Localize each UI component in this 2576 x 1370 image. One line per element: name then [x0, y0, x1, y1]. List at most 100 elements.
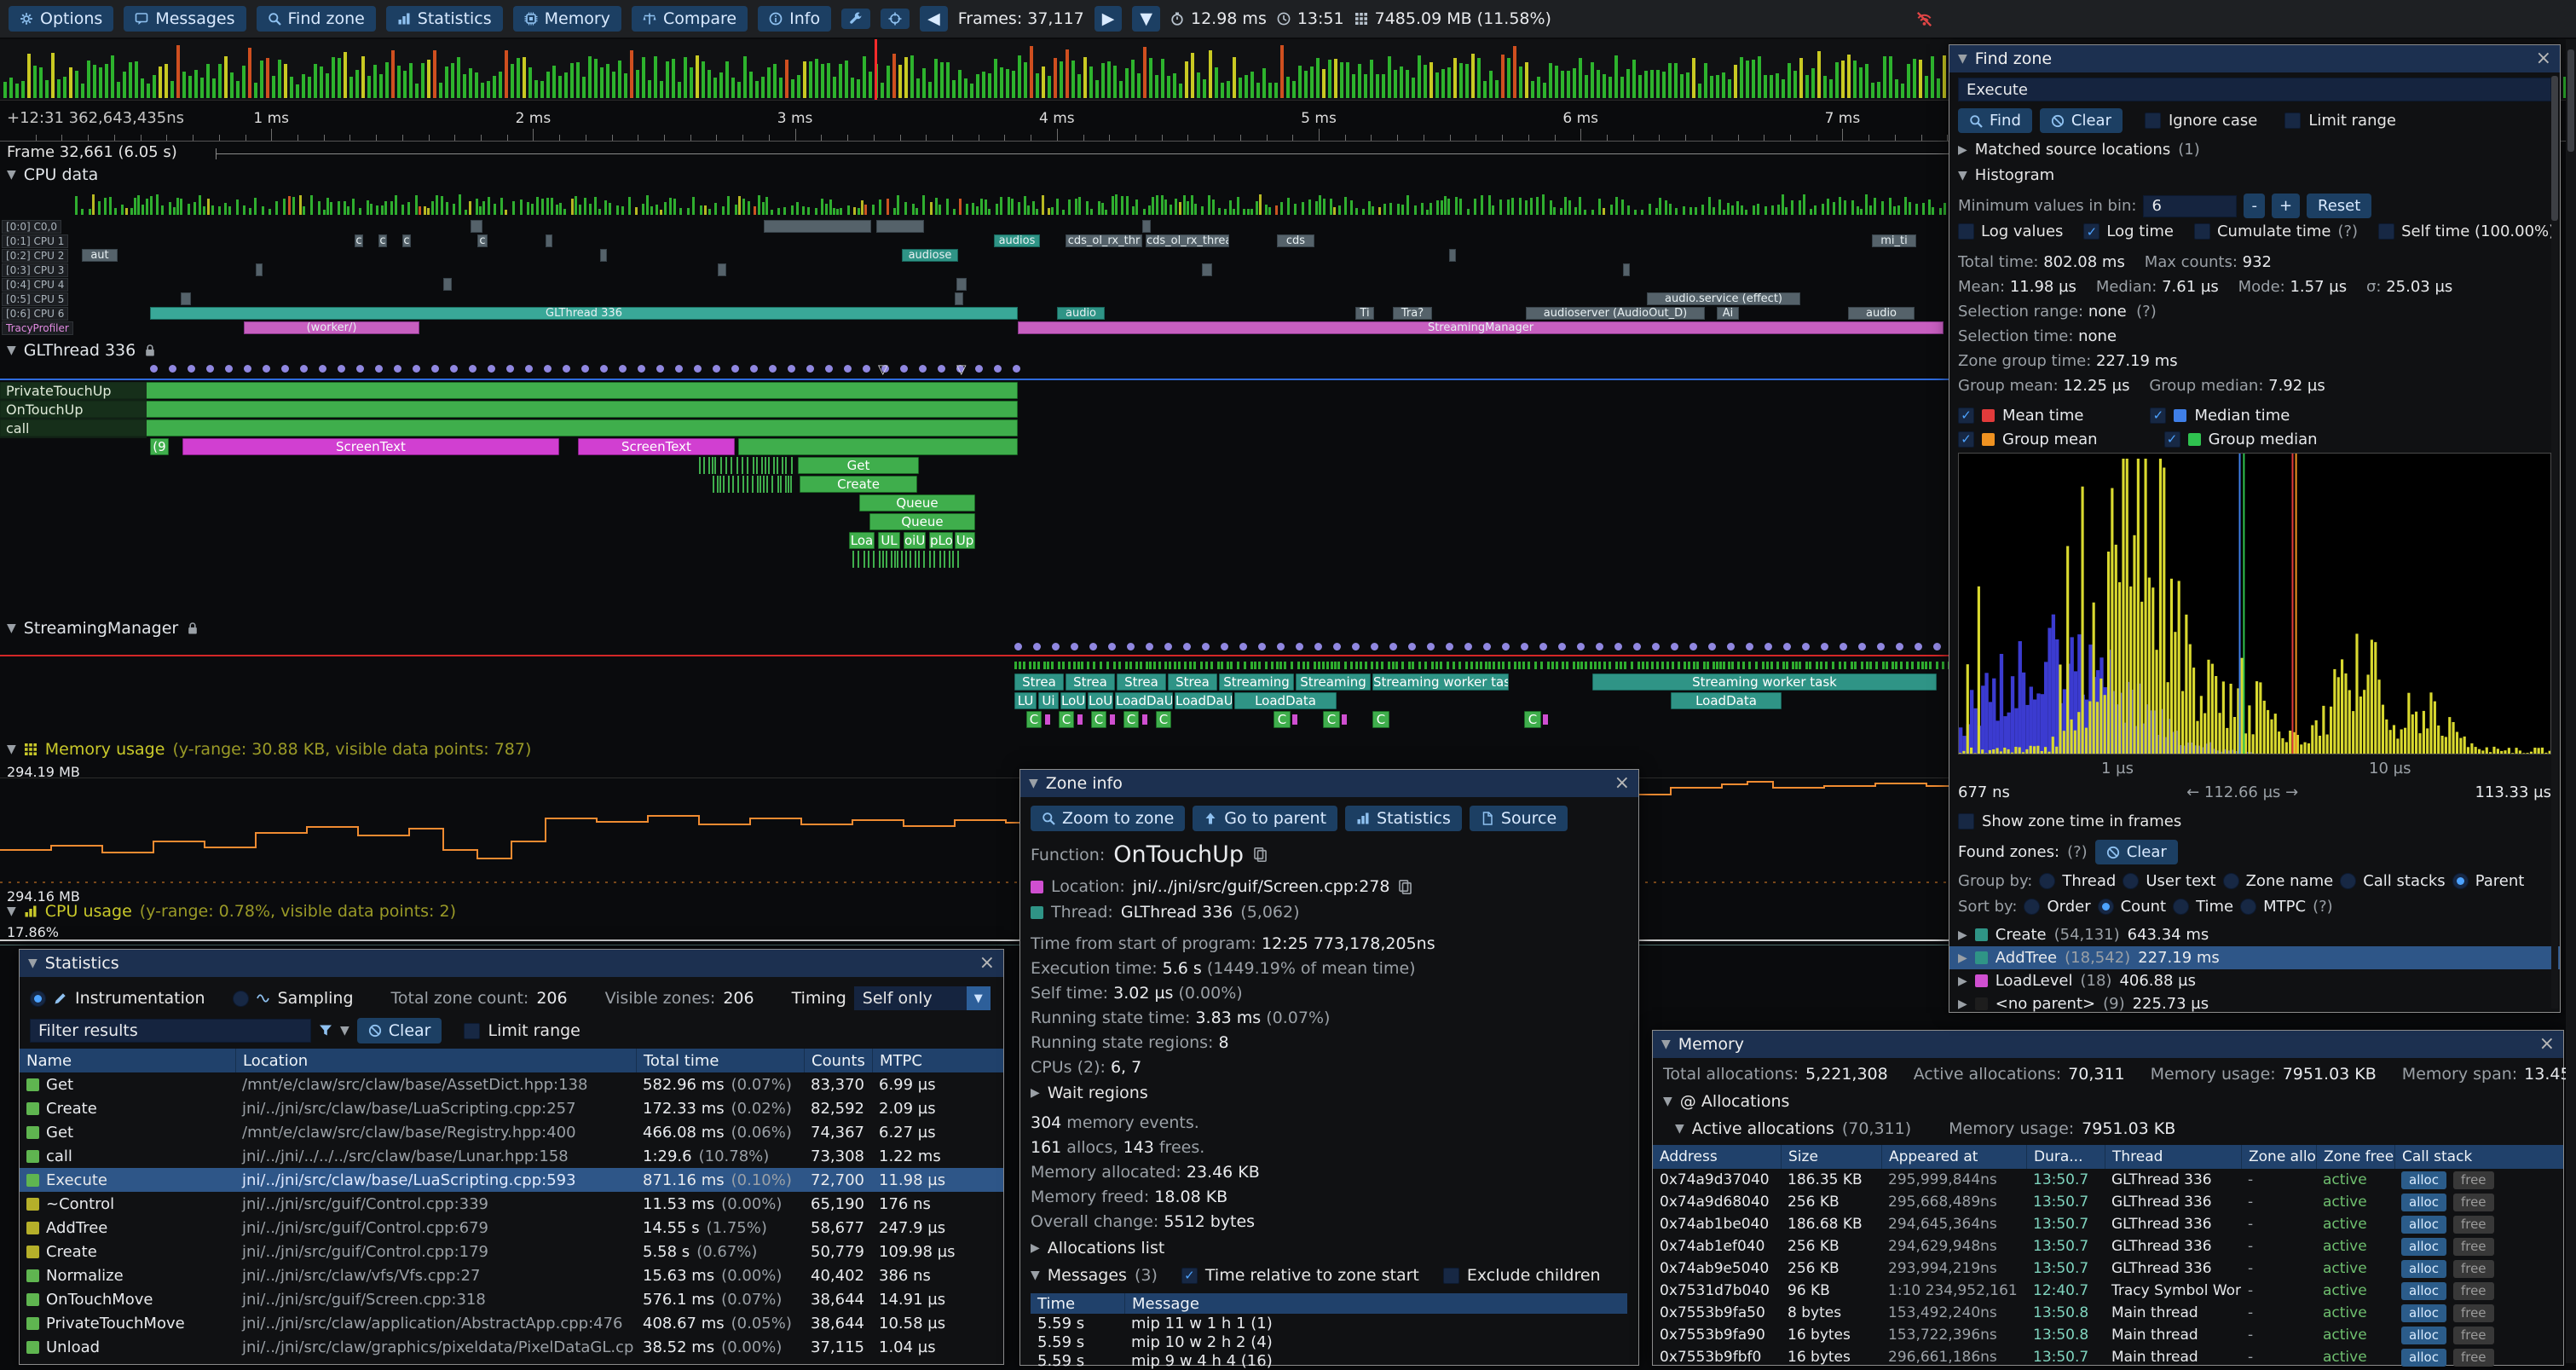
zone-sliver[interactable]	[747, 476, 748, 493]
zone[interactable]	[0, 401, 1018, 418]
zone-sliver[interactable]	[712, 457, 713, 474]
zone[interactable]: Streaming	[1219, 673, 1294, 691]
message-dot[interactable]	[1671, 643, 1678, 650]
stats-row[interactable]: Get/mnt/e/claw/src/claw/base/Registry.hp…	[20, 1120, 1003, 1144]
message-dot[interactable]	[544, 365, 552, 373]
message-dot[interactable]	[750, 365, 758, 373]
collapse-icon[interactable]: ▼	[1029, 777, 1038, 790]
message-dot[interactable]	[1614, 643, 1622, 650]
memory-usage-plot[interactable]	[0, 777, 2012, 887]
message-dot[interactable]	[1013, 365, 1020, 373]
zone-sliver[interactable]	[929, 551, 931, 568]
matched-locations-expander[interactable]: ▶ Matched source locations (1)	[1958, 141, 2200, 159]
zone-sliver[interactable]	[910, 551, 911, 568]
log-time-checkbox[interactable]	[2083, 223, 2100, 240]
column-header-name[interactable]: Name	[26, 1051, 72, 1070]
message-dot[interactable]	[1314, 643, 1322, 650]
cpu-zone[interactable]	[443, 278, 452, 291]
exclude-children-checkbox[interactable]	[1442, 1267, 1459, 1284]
message-dot[interactable]	[1296, 643, 1303, 650]
zone[interactable]: C	[1123, 711, 1139, 728]
source-button[interactable]: Source	[1469, 806, 1568, 831]
message-dot[interactable]	[150, 365, 158, 373]
message-dot[interactable]	[1239, 643, 1247, 650]
timing-combo[interactable]: Self only ▼	[853, 986, 991, 1010]
zone-sliver[interactable]	[736, 457, 738, 474]
zone[interactable]: Loa	[849, 532, 875, 549]
free-callstack-button[interactable]: free	[2452, 1281, 2494, 1300]
parent-radio[interactable]	[2452, 873, 2469, 889]
message-dot[interactable]	[694, 365, 702, 373]
zone[interactable]: Queue	[859, 494, 975, 512]
log-values-checkbox[interactable]	[1958, 223, 1974, 240]
self-time-checkbox[interactable]	[2378, 223, 2395, 240]
allocation-row[interactable]: 0x74ab1be040 186.68 KB 294,645,364ns 13:50.…	[1653, 1213, 2563, 1235]
clear-found-button[interactable]: Clear	[2094, 840, 2178, 864]
zone-name-radio[interactable]	[2222, 873, 2239, 889]
cpu-zone[interactable]: GLThread 336	[150, 307, 1018, 320]
message-dot[interactable]	[769, 365, 777, 373]
stats-row[interactable]: Unload jni/../jni/src/claw/graphics/pixel…	[20, 1335, 1003, 1359]
column-header-zonealloc[interactable]: Zone alloc	[2241, 1145, 2316, 1169]
message-dot[interactable]	[1802, 643, 1810, 650]
zone-sliver[interactable]	[699, 457, 701, 474]
allocation-row[interactable]: 0x74a9d37040 186.35 KB 295,999,844ns 13:50.…	[1653, 1169, 2563, 1191]
message-dot[interactable]	[1821, 643, 1828, 650]
message-dot[interactable]	[1352, 643, 1360, 650]
cpu-zone[interactable]	[1142, 220, 1151, 233]
message-dot[interactable]	[1765, 643, 1772, 650]
message-dot[interactable]	[600, 365, 608, 373]
zone-sliver[interactable]	[790, 476, 792, 493]
frame-dropdown-button[interactable]: ▼	[1132, 6, 1160, 32]
zone-sliver[interactable]	[714, 457, 716, 474]
cpu-zone[interactable]	[1449, 249, 1456, 262]
memory-button[interactable]: Memory	[512, 6, 621, 32]
zone-sliver[interactable]	[720, 457, 722, 474]
column-header-appearedat[interactable]: Appeared at	[1881, 1145, 2026, 1169]
cpu-zone[interactable]	[181, 292, 191, 305]
message-dot[interactable]	[656, 365, 664, 373]
cpu-data-header[interactable]: ▼ CPU data	[7, 165, 98, 184]
stats-row[interactable]: ~Control jni/../jni/src/guif/Control.cpp:…	[20, 1192, 1003, 1216]
zone[interactable]: ScreenText	[578, 438, 735, 455]
close-icon[interactable]: ×	[979, 952, 995, 974]
message-dot[interactable]	[1014, 643, 1022, 650]
alloc-callstack-button[interactable]: alloc	[2401, 1171, 2446, 1189]
message-dot[interactable]	[300, 365, 308, 373]
median-time-checkbox[interactable]	[2150, 407, 2167, 424]
scrollbar[interactable]	[2551, 76, 2558, 1009]
cpu-zone[interactable]: c	[355, 234, 363, 247]
funnel-dropdown-icon[interactable]: ▼	[340, 1024, 349, 1038]
memory-titlebar[interactable]: ▼ Memory ×	[1653, 1031, 2563, 1058]
zone-sliver[interactable]	[703, 457, 705, 474]
options-button[interactable]: Options	[9, 6, 114, 32]
cpu-zone[interactable]: c	[477, 234, 488, 247]
zone[interactable]: C	[1091, 711, 1106, 728]
message-dot[interactable]	[1089, 643, 1097, 650]
cpu-zone[interactable]: audio	[1848, 307, 1915, 320]
alloc-callstack-button[interactable]: alloc	[2401, 1215, 2446, 1234]
statistics-button[interactable]: Statistics	[385, 6, 503, 32]
alloc-callstack-button[interactable]: alloc	[2401, 1348, 2446, 1367]
zone-sliver[interactable]	[894, 551, 896, 568]
message-dot[interactable]	[1652, 643, 1660, 650]
zone-sliver[interactable]	[852, 551, 854, 568]
found-zone-group[interactable]: ▶ Create (54,131) 643.34 ms	[1949, 923, 2560, 946]
zone-sliver[interactable]	[957, 551, 959, 568]
user-text-radio[interactable]	[2123, 873, 2140, 889]
find-zone-titlebar[interactable]: ▼ Find zone ×	[1949, 45, 2560, 72]
cpu-zone[interactable]: audio.service (effect)	[1647, 292, 1800, 305]
zone[interactable]: C	[1059, 711, 1074, 728]
zone-sliver[interactable]	[773, 457, 775, 474]
count-radio[interactable]	[2097, 899, 2114, 915]
zone[interactable]: Create	[800, 476, 917, 493]
cpu-zone[interactable]: audiose	[902, 249, 958, 262]
filter-input[interactable]: Filter results	[30, 1019, 311, 1043]
zone-sliver[interactable]	[858, 551, 859, 568]
allocations-expander[interactable]: ▼ @ Allocations	[1663, 1092, 1789, 1111]
zone-sliver[interactable]	[753, 457, 754, 474]
stats-row[interactable]: AddTree jni/../jni/src/guif/Control.cpp:6…	[20, 1216, 1003, 1240]
info-button[interactable]: Info	[758, 6, 832, 32]
zone[interactable]: LoU	[1060, 692, 1086, 709]
zone-sliver[interactable]	[868, 551, 869, 568]
